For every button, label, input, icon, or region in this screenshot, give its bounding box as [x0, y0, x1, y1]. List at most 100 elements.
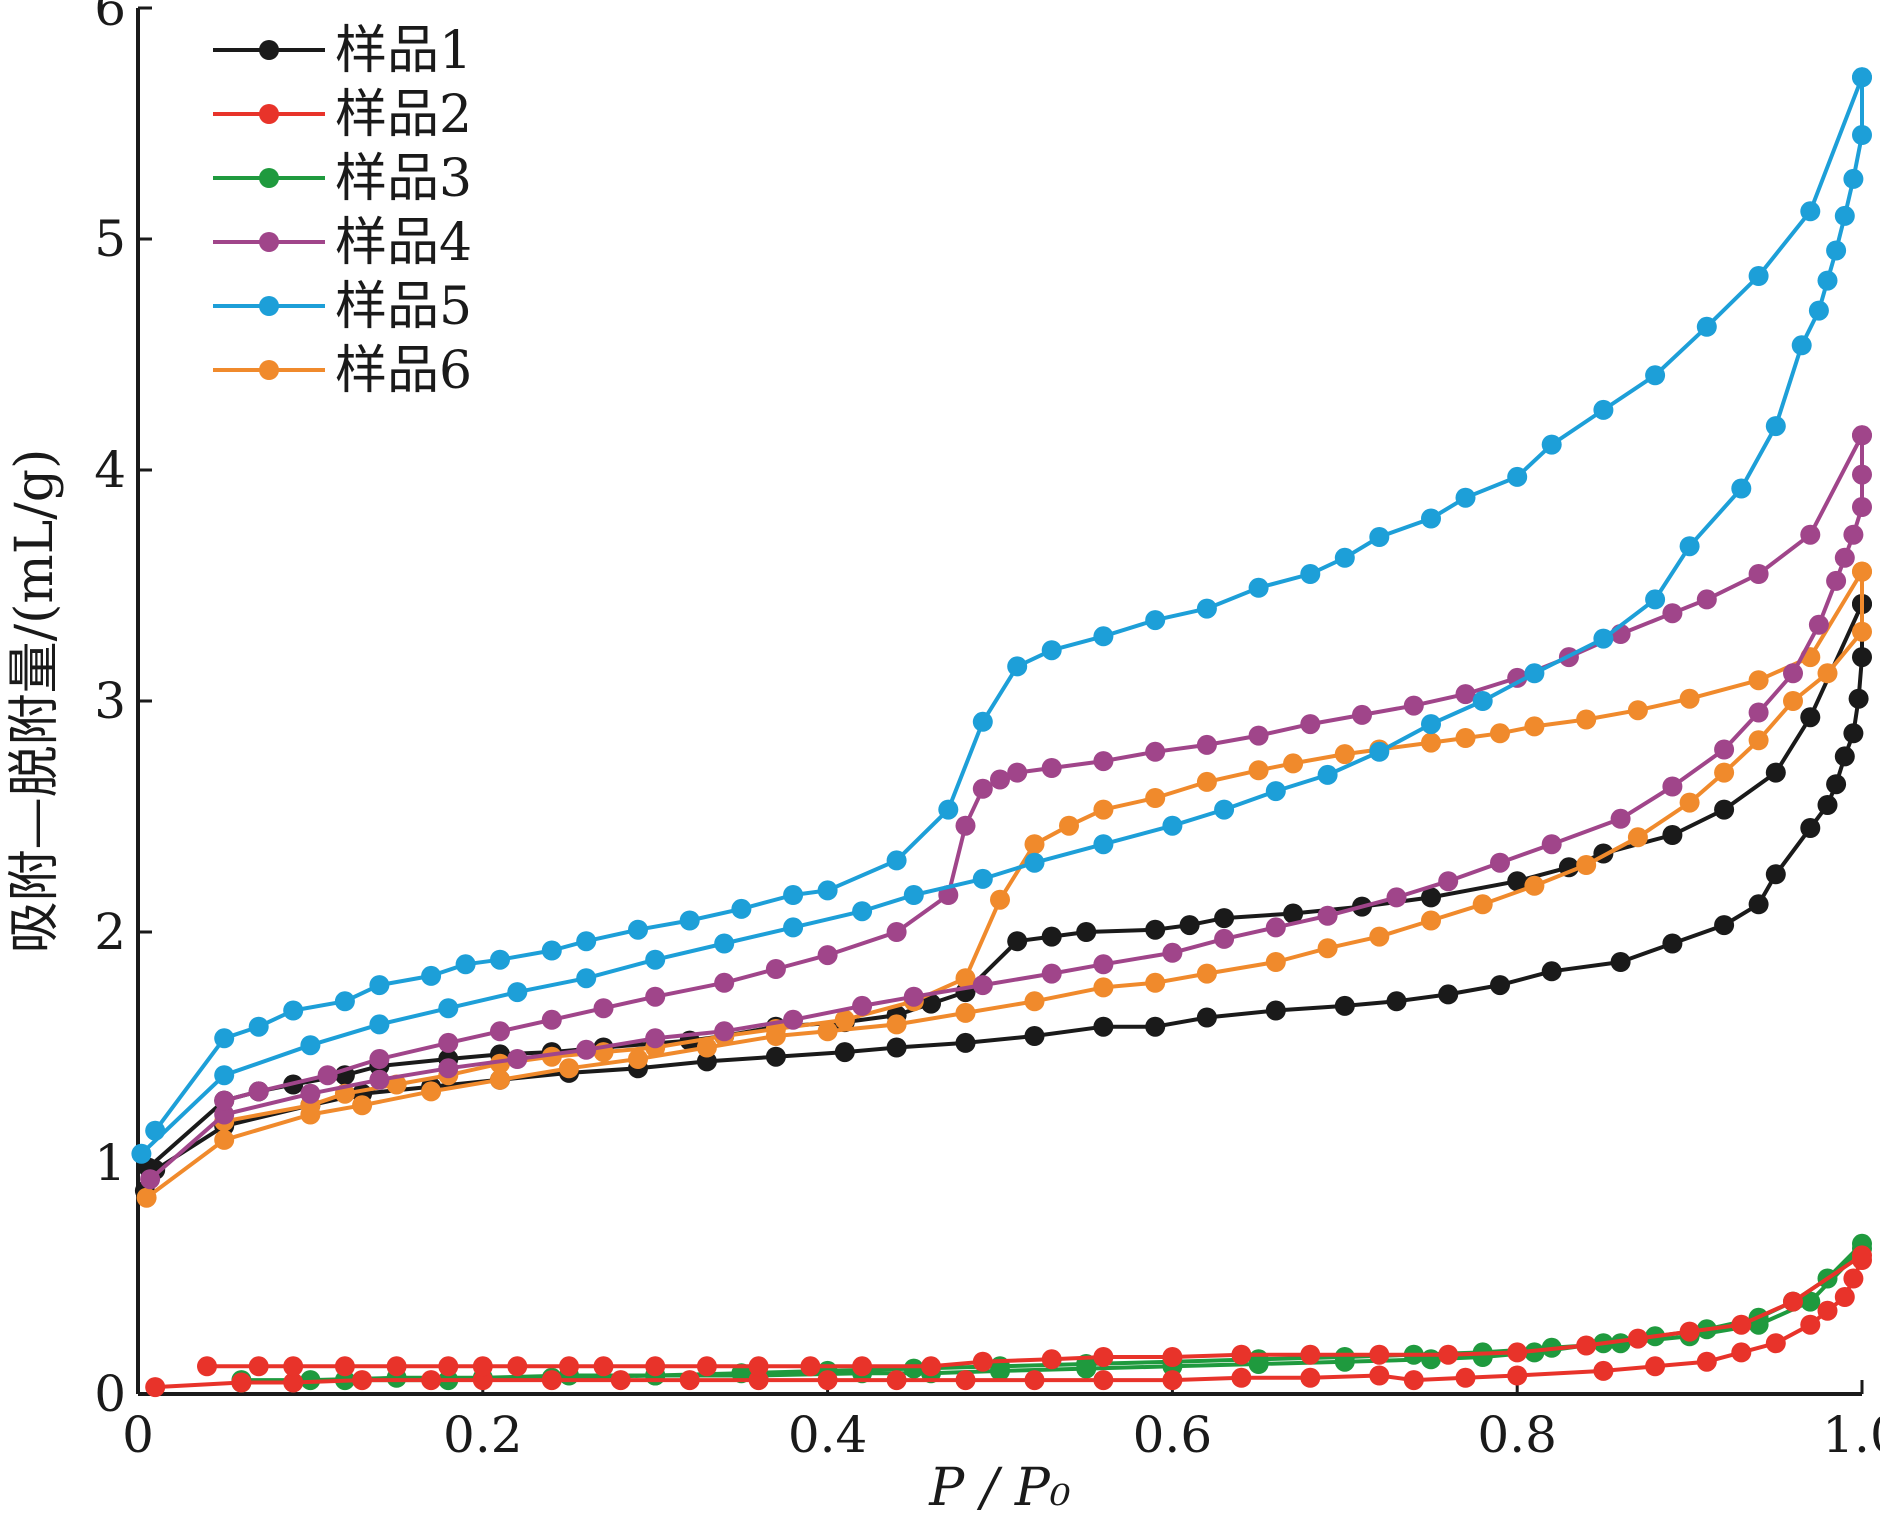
x-tick-label: 0.2 [443, 1406, 523, 1464]
series-2-point [507, 1356, 528, 1377]
series-5-point [1834, 205, 1855, 226]
series-5-point [972, 868, 993, 889]
series-4-point [1826, 570, 1847, 591]
series-5-point [145, 1120, 166, 1141]
series-4-point [1662, 603, 1683, 624]
series-5-point [1645, 589, 1666, 610]
series-2-point [283, 1372, 304, 1393]
y-tick-label: 6 [94, 0, 126, 37]
series-5-point [1214, 799, 1235, 820]
series-6-point [1748, 730, 1769, 751]
series-4-point [369, 1049, 390, 1069]
series-1-point [1421, 887, 1441, 908]
x-ticks: 0 0.2 0.4 0.6 0.8 1.0 [122, 1380, 1880, 1464]
series-5-point [1041, 640, 1062, 661]
series-2-point [1093, 1347, 1114, 1367]
series-1-point [1334, 995, 1355, 1016]
series-4-point [1455, 684, 1476, 705]
series-4-point [1352, 704, 1372, 725]
series-2-point [1507, 1365, 1528, 1386]
series-2-point [1507, 1342, 1528, 1363]
series-3-desorption-line [241, 1247, 1864, 1385]
series-6-point [490, 1069, 510, 1090]
series-4-point [1800, 524, 1821, 545]
series-2-point [1403, 1370, 1424, 1391]
series-4-point [1662, 776, 1683, 797]
series-5-point [1421, 714, 1441, 735]
series-5-point [645, 949, 666, 970]
series-5-point [283, 1000, 304, 1021]
legend-swatch-marker [259, 40, 279, 60]
series-5-point [852, 901, 873, 922]
series-6-point [1024, 991, 1045, 1012]
legend-label: 样品1 [335, 21, 472, 81]
legend-item: 样品6 [213, 341, 472, 401]
series-2-point [1783, 1291, 1803, 1312]
series-1-point [1386, 991, 1407, 1012]
series-2-point [1162, 1370, 1183, 1391]
series-5-point [1852, 67, 1872, 88]
series-4-point [1852, 425, 1872, 446]
series-5-point [541, 940, 562, 961]
series-1-point [1093, 1016, 1114, 1037]
series-4-point [1852, 464, 1872, 485]
series-1-point [1714, 799, 1735, 820]
series-1-point [1507, 871, 1528, 892]
series-5 [131, 67, 1872, 1164]
series-5-point [1800, 201, 1821, 222]
series-1-point [1748, 894, 1769, 915]
series-4-point [783, 1009, 804, 1030]
series-4-point [1162, 942, 1183, 963]
series-2-point [472, 1356, 493, 1377]
series-6-point [1627, 827, 1648, 848]
series-5-point [1300, 564, 1321, 584]
series-1-point [1145, 919, 1166, 940]
series-5-point [783, 917, 804, 938]
series-6-point [1421, 910, 1441, 931]
series-2-point [231, 1372, 252, 1393]
series-4-point [490, 1021, 510, 1042]
series-4-point [576, 1039, 597, 1060]
series-5-point [507, 982, 528, 1003]
series-4-point [1041, 758, 1062, 778]
series-6-point [559, 1058, 579, 1079]
series-6-point [990, 889, 1010, 910]
series-2-point [145, 1377, 166, 1398]
series-4-point [1007, 762, 1028, 783]
series-5-point [214, 1028, 235, 1049]
series-5-point [1843, 168, 1864, 189]
series-1-point [955, 1032, 976, 1053]
series-2-point [334, 1356, 355, 1377]
series-5-point [731, 898, 752, 919]
series-6-point [1455, 728, 1476, 748]
series-6-point [352, 1095, 373, 1116]
series-6-point [1145, 972, 1166, 993]
series-1-point [1024, 1026, 1045, 1046]
series-5-point [1369, 527, 1390, 547]
series-4-point [817, 945, 838, 966]
series-6-adsorption-line [145, 571, 1864, 1200]
series-4-point [1265, 917, 1286, 938]
series-6-point [1679, 792, 1700, 813]
series-1-point [1826, 774, 1847, 795]
series-6-point [696, 1037, 717, 1058]
series-1-point [1843, 723, 1864, 744]
series-5-point [938, 799, 959, 820]
series-6-point [1490, 723, 1510, 744]
series-6-point [1524, 875, 1545, 896]
series-5-point [1162, 815, 1183, 836]
series-5-point [1024, 852, 1045, 873]
series-2-point [1645, 1356, 1666, 1377]
series-4-point [369, 1069, 390, 1090]
series-4-point [1196, 734, 1217, 755]
series-5-point [455, 954, 476, 975]
series-5-point [1507, 466, 1528, 487]
series-5-point [1765, 416, 1786, 437]
series-4-point [1386, 887, 1407, 908]
series-4-point [765, 959, 786, 979]
series-2-point [472, 1370, 493, 1391]
series-5-point [1748, 266, 1769, 286]
series-1-point [1800, 707, 1821, 728]
